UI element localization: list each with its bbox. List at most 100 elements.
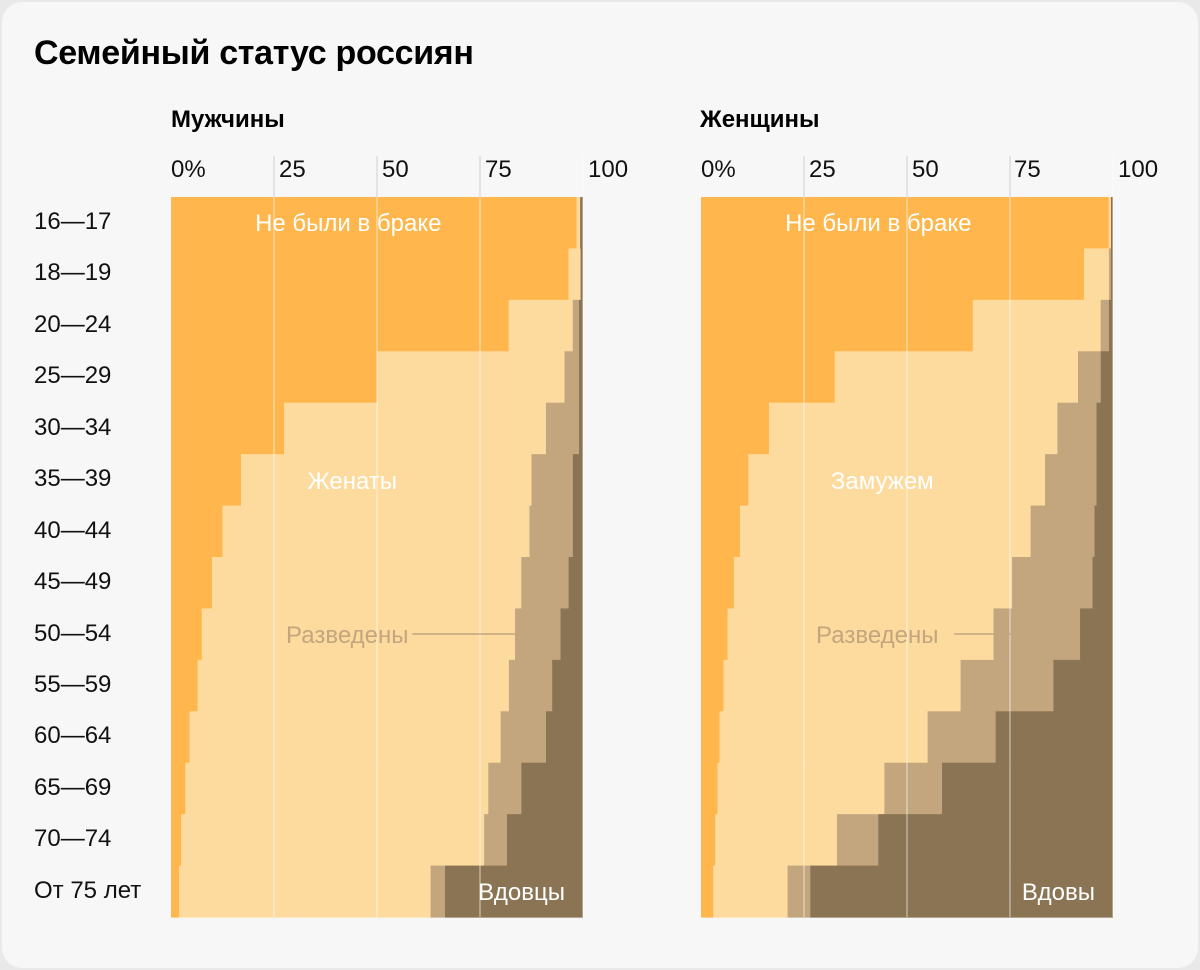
bar-segment-divorced bbox=[1030, 505, 1095, 558]
bar-segment-never-married bbox=[701, 248, 1085, 301]
bar-segment-divorced bbox=[529, 505, 573, 558]
bar-segment-never-married bbox=[701, 351, 835, 404]
bar-segment-divorced bbox=[580, 248, 581, 301]
bar-segment-widowed bbox=[572, 505, 583, 558]
bar-segment-divorced bbox=[1108, 248, 1111, 301]
bar-segment-widowed bbox=[545, 711, 583, 764]
bar-segment-married bbox=[197, 659, 509, 712]
bar-segment-never-married bbox=[171, 197, 577, 250]
bar-segment-widowed bbox=[444, 865, 583, 918]
bar-segment-widowed bbox=[578, 402, 583, 455]
bar-segment-married bbox=[377, 351, 565, 404]
bar-segment-never-married bbox=[701, 659, 724, 712]
tick-label: 50 bbox=[382, 156, 409, 183]
bar-segment-divorced bbox=[430, 865, 445, 918]
bar-segment-married bbox=[179, 865, 431, 918]
bar-segment-widowed bbox=[506, 814, 583, 867]
age-label: 45—49 bbox=[34, 568, 112, 595]
bar-segment-never-married bbox=[701, 557, 734, 610]
bar-segment-married bbox=[568, 248, 581, 301]
bar-segment-never-married bbox=[171, 762, 186, 815]
bar-segment-married bbox=[715, 814, 837, 867]
bar-segment-married bbox=[212, 557, 522, 610]
bar-segment-widowed bbox=[995, 711, 1113, 764]
age-label: 40—44 bbox=[34, 517, 112, 544]
tick-label: 100 bbox=[1118, 156, 1159, 183]
bar-segment-never-married bbox=[171, 608, 202, 661]
bar-segment-never-married bbox=[171, 505, 223, 558]
series-label-divorced: Разведены bbox=[286, 622, 408, 649]
bar-segment-married bbox=[727, 608, 994, 661]
bar-segment-widowed bbox=[1100, 351, 1113, 404]
bar-segment-widowed bbox=[580, 248, 583, 301]
bar-segment-never-married bbox=[701, 762, 718, 815]
bar-segment-divorced bbox=[572, 299, 579, 352]
bar-segment-never-married bbox=[701, 608, 728, 661]
bar-segment-widowed bbox=[578, 299, 583, 352]
bar-segment-married bbox=[719, 711, 928, 764]
bar-segment-divorced bbox=[564, 351, 579, 404]
bar-segment-widowed bbox=[1092, 557, 1113, 610]
tick-label: 25 bbox=[279, 156, 306, 183]
bar-segment-never-married bbox=[701, 454, 749, 507]
bar-segment-widowed bbox=[1108, 299, 1113, 352]
bar-segment-never-married bbox=[171, 814, 182, 867]
bar-segment-married bbox=[1084, 248, 1109, 301]
bar-segment-divorced bbox=[1012, 557, 1093, 610]
bar-segment-widowed bbox=[1080, 608, 1113, 661]
age-label: 30—34 bbox=[34, 414, 112, 441]
bar-segment-never-married bbox=[701, 814, 716, 867]
bar-segment-divorced bbox=[531, 454, 573, 507]
bar-segment-married bbox=[972, 299, 1101, 352]
bar-segment-married bbox=[508, 299, 573, 352]
age-label: 20—24 bbox=[34, 311, 112, 338]
bar-segment-married bbox=[284, 402, 546, 455]
bar-segment-widowed bbox=[878, 814, 1113, 867]
bar-segment-widowed bbox=[568, 557, 583, 610]
series-label-married: Замужем bbox=[831, 468, 934, 495]
bar-segment-married bbox=[717, 762, 885, 815]
bar-segment-never-married bbox=[171, 248, 569, 301]
bar-segment-never-married bbox=[701, 711, 720, 764]
age-label: От 75 лет bbox=[34, 877, 142, 904]
bar-segment-widowed bbox=[1110, 197, 1113, 250]
bar-segment-never-married bbox=[171, 299, 509, 352]
bar-segment-divorced bbox=[787, 865, 811, 918]
bar-segment-divorced bbox=[836, 814, 879, 867]
bar-segment-never-married bbox=[171, 865, 180, 918]
bar-segment-widowed bbox=[580, 197, 583, 250]
bar-segment-married bbox=[185, 762, 489, 815]
bar-segment-widowed bbox=[1053, 659, 1113, 712]
tick-label: 75 bbox=[1014, 156, 1041, 183]
bar-segment-divorced bbox=[521, 557, 569, 610]
panel-title-men: Мужчины bbox=[171, 106, 285, 133]
bar-segment-never-married bbox=[701, 402, 769, 455]
bar-segment-never-married bbox=[171, 402, 285, 455]
series-label-married: Женаты bbox=[308, 468, 398, 495]
chart-title: Семейный статус россиян bbox=[34, 34, 474, 72]
bar-segment-divorced bbox=[484, 814, 507, 867]
bar-segment-never-married bbox=[171, 711, 190, 764]
bar-segment-married bbox=[834, 351, 1078, 404]
bar-segment-widowed bbox=[521, 762, 583, 815]
age-label: 70—74 bbox=[34, 825, 112, 852]
bar-segment-married bbox=[181, 814, 485, 867]
bar-segment-widowed bbox=[942, 762, 1113, 815]
bar-segment-married bbox=[740, 505, 1031, 558]
tick-label: 0% bbox=[701, 156, 736, 183]
bar-segment-married bbox=[241, 454, 532, 507]
bar-segment-divorced bbox=[500, 711, 546, 764]
bar-segment-divorced bbox=[1045, 454, 1097, 507]
bar-segment-married bbox=[748, 454, 1046, 507]
bar-segment-married bbox=[733, 557, 1013, 610]
bar-segment-never-married bbox=[701, 299, 973, 352]
bar-segment-divorced bbox=[884, 762, 943, 815]
bar-segment-divorced bbox=[488, 762, 522, 815]
age-label: 65—69 bbox=[34, 774, 112, 801]
bar-segment-widowed bbox=[1096, 402, 1113, 455]
age-label: 35—39 bbox=[34, 465, 112, 492]
bar-segment-married bbox=[222, 505, 530, 558]
age-label: 18—19 bbox=[34, 259, 112, 286]
bar-segment-divorced bbox=[960, 659, 1054, 712]
age-label: 60—64 bbox=[34, 722, 112, 749]
